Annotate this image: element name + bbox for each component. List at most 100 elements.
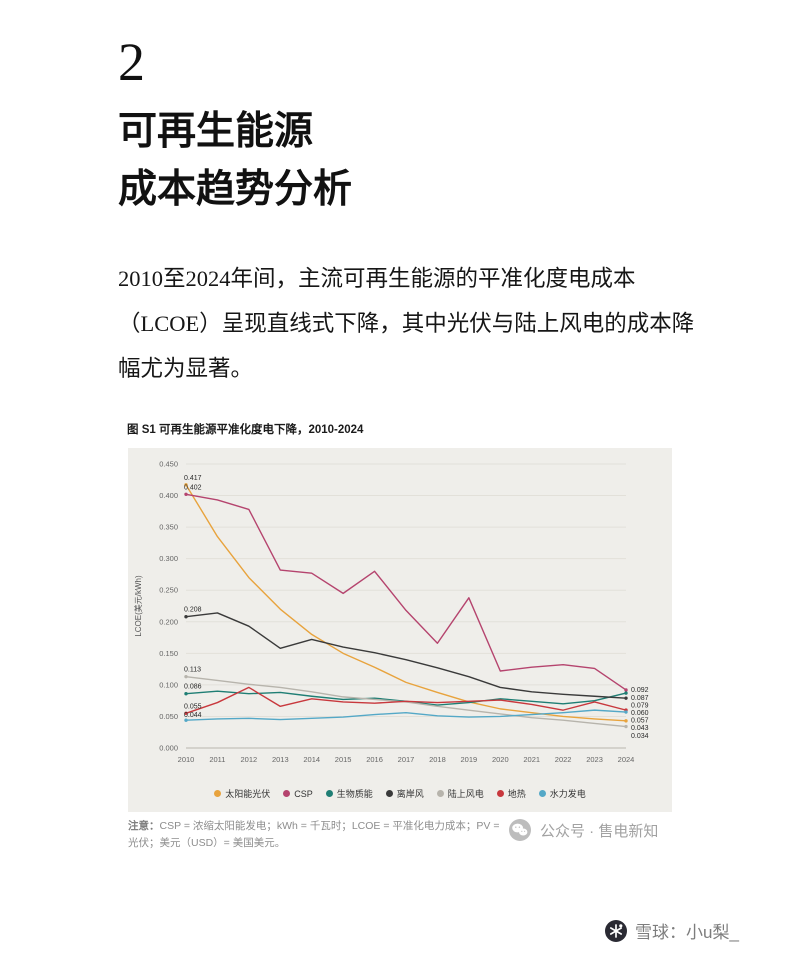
chapter-title-line1: 可再生能源 bbox=[118, 109, 314, 153]
wechat-watermark: 公众号 · 售电新知 bbox=[508, 818, 658, 842]
start-value-label: 0.055 bbox=[184, 703, 202, 710]
x-tick-label: 2015 bbox=[335, 755, 352, 764]
legend-label: 水力发电 bbox=[549, 789, 586, 799]
series-start-dot-1 bbox=[184, 492, 188, 496]
legend-label: 生物质能 bbox=[336, 789, 373, 799]
figure-note: 注意：CSP = 浓缩太阳能发电；kWh = 千瓦时；LCOE = 平准化电力成… bbox=[128, 818, 500, 852]
y-tick-label: 0.250 bbox=[159, 586, 178, 595]
y-tick-label: 0.200 bbox=[159, 617, 178, 626]
start-value-label: 0.402 bbox=[184, 484, 202, 491]
end-value-label: 0.087 bbox=[631, 695, 649, 702]
start-value-label: 0.417 bbox=[184, 475, 202, 482]
series-start-dot-5 bbox=[184, 711, 188, 715]
figure-note-label: 注意： bbox=[128, 820, 160, 832]
legend-item-2: 生物质能 bbox=[325, 787, 373, 800]
series-start-dot-2 bbox=[184, 692, 188, 696]
start-value-label: 0.086 bbox=[184, 684, 202, 691]
x-tick-label: 2012 bbox=[241, 755, 258, 764]
end-value-label: 0.057 bbox=[631, 718, 649, 725]
chart-panel: 0.000 0.050 0.100 0.150 0.200 0.250 0.300 0.350… bbox=[128, 448, 672, 812]
legend-label: 离岸风 bbox=[396, 789, 424, 799]
end-value-label: 0.034 bbox=[631, 733, 649, 740]
series-start-dot-3 bbox=[184, 615, 188, 619]
series-line-6 bbox=[185, 709, 627, 721]
series-end-dot-4 bbox=[624, 724, 628, 729]
legend-item-0: 太阳能光伏 bbox=[214, 787, 270, 800]
series-line-2 bbox=[185, 690, 627, 706]
legend-label: 地热 bbox=[507, 789, 526, 799]
xueqiu-brand-text: 雪球：小u梨_ bbox=[635, 923, 739, 942]
legend-item-5: 地热 bbox=[496, 787, 526, 800]
start-value-label: 0.113 bbox=[184, 667, 201, 674]
y-tick-label: 0.450 bbox=[159, 460, 178, 469]
y-tick-label: 0.050 bbox=[159, 712, 178, 721]
legend-dot bbox=[283, 790, 291, 797]
series-start-dot-0 bbox=[184, 483, 188, 487]
x-tick-label: 2024 bbox=[618, 755, 635, 764]
x-tick-label: 2011 bbox=[209, 755, 225, 764]
chapter-header: 2 可再生能源 成本趋势分析 bbox=[118, 34, 352, 220]
series-end-dot-2 bbox=[624, 691, 628, 695]
x-tick-label: 2013 bbox=[272, 755, 289, 764]
x-tick-label: 2014 bbox=[303, 755, 320, 764]
chart-legend: 太阳能光伏 CSP 生物质能 离岸风 陆上风电 地热 水力发电 bbox=[128, 787, 672, 800]
series-end-dot-0 bbox=[624, 719, 628, 723]
figure-title: 图 S1 可再生能源平准化度电下降，2010-2024 bbox=[127, 424, 364, 436]
legend-label: CSP bbox=[294, 788, 313, 799]
wechat-watermark-text: 公众号 · 售电新知 bbox=[540, 822, 659, 840]
y-tick-label: 0.350 bbox=[159, 523, 178, 532]
xueqiu-brand: 雪球：小u梨_ bbox=[604, 918, 739, 943]
legend-dot bbox=[385, 790, 393, 797]
start-value-label: 0.208 bbox=[184, 607, 202, 614]
x-tick-label: 2010 bbox=[178, 755, 195, 764]
series-line-3 bbox=[185, 612, 627, 699]
x-tick-label: 2018 bbox=[429, 755, 446, 764]
series-end-dot-3 bbox=[624, 696, 628, 700]
y-tick-label: 0.400 bbox=[159, 491, 178, 500]
intro-paragraph: 2010至2024年间，主流可再生能源的平准化度电成本（LCOE）呈现直线式下降… bbox=[118, 266, 695, 381]
end-value-label: 0.079 bbox=[631, 702, 649, 709]
legend-item-1: CSP bbox=[283, 789, 313, 799]
y-tick-label: 0.150 bbox=[159, 649, 178, 658]
chapter-title: 可再生能源 成本趋势分析 bbox=[118, 103, 352, 220]
series-line-0 bbox=[185, 484, 627, 722]
legend-item-3: 离岸风 bbox=[385, 787, 424, 800]
series-start-dot-6 bbox=[184, 718, 188, 722]
legend-dot bbox=[538, 790, 546, 797]
legend-dot bbox=[436, 790, 444, 797]
legend-dot bbox=[496, 790, 504, 797]
x-tick-label: 2020 bbox=[492, 755, 509, 764]
x-tick-label: 2021 bbox=[523, 755, 540, 764]
series-line-1 bbox=[185, 493, 627, 691]
wechat-icon bbox=[508, 818, 532, 842]
end-value-label: 0.092 bbox=[631, 687, 649, 694]
y-tick-label: 0.100 bbox=[159, 680, 178, 689]
legend-label: 太阳能光伏 bbox=[225, 789, 271, 799]
x-tick-label: 2016 bbox=[366, 755, 383, 764]
y-tick-label: 0.300 bbox=[159, 554, 178, 563]
lcoe-line-chart: 0.000 0.050 0.100 0.150 0.200 0.250 0.300 0.350… bbox=[133, 460, 649, 765]
end-value-label: 0.060 bbox=[631, 710, 649, 717]
legend-item-6: 水力发电 bbox=[538, 787, 586, 800]
x-tick-label: 2023 bbox=[586, 755, 603, 764]
series-end-dot-1 bbox=[624, 688, 628, 692]
y-tick-label: 0.000 bbox=[159, 744, 178, 753]
legend-label: 陆上风电 bbox=[447, 789, 484, 799]
xueqiu-logo-icon bbox=[604, 919, 628, 943]
start-value-label: 0.044 bbox=[184, 712, 202, 719]
series-line-5 bbox=[185, 686, 627, 714]
series-start-dot-4 bbox=[184, 674, 188, 679]
legend-dot bbox=[214, 790, 222, 797]
legend-item-4: 陆上风电 bbox=[436, 787, 484, 800]
chapter-title-line2: 成本趋势分析 bbox=[118, 168, 353, 212]
x-tick-label: 2019 bbox=[461, 755, 478, 764]
chapter-number: 2 bbox=[118, 32, 145, 92]
y-axis-label: LCOE(美元/kWh) bbox=[133, 575, 143, 637]
figure-note-body: CSP = 浓缩太阳能发电；kWh = 千瓦时；LCOE = 平准化电力成本；P… bbox=[128, 820, 500, 849]
series-end-dot-6 bbox=[624, 710, 628, 714]
legend-dot bbox=[325, 790, 333, 797]
end-value-label: 0.043 bbox=[631, 725, 649, 732]
x-tick-label: 2022 bbox=[555, 755, 572, 764]
x-tick-label: 2017 bbox=[398, 755, 415, 764]
